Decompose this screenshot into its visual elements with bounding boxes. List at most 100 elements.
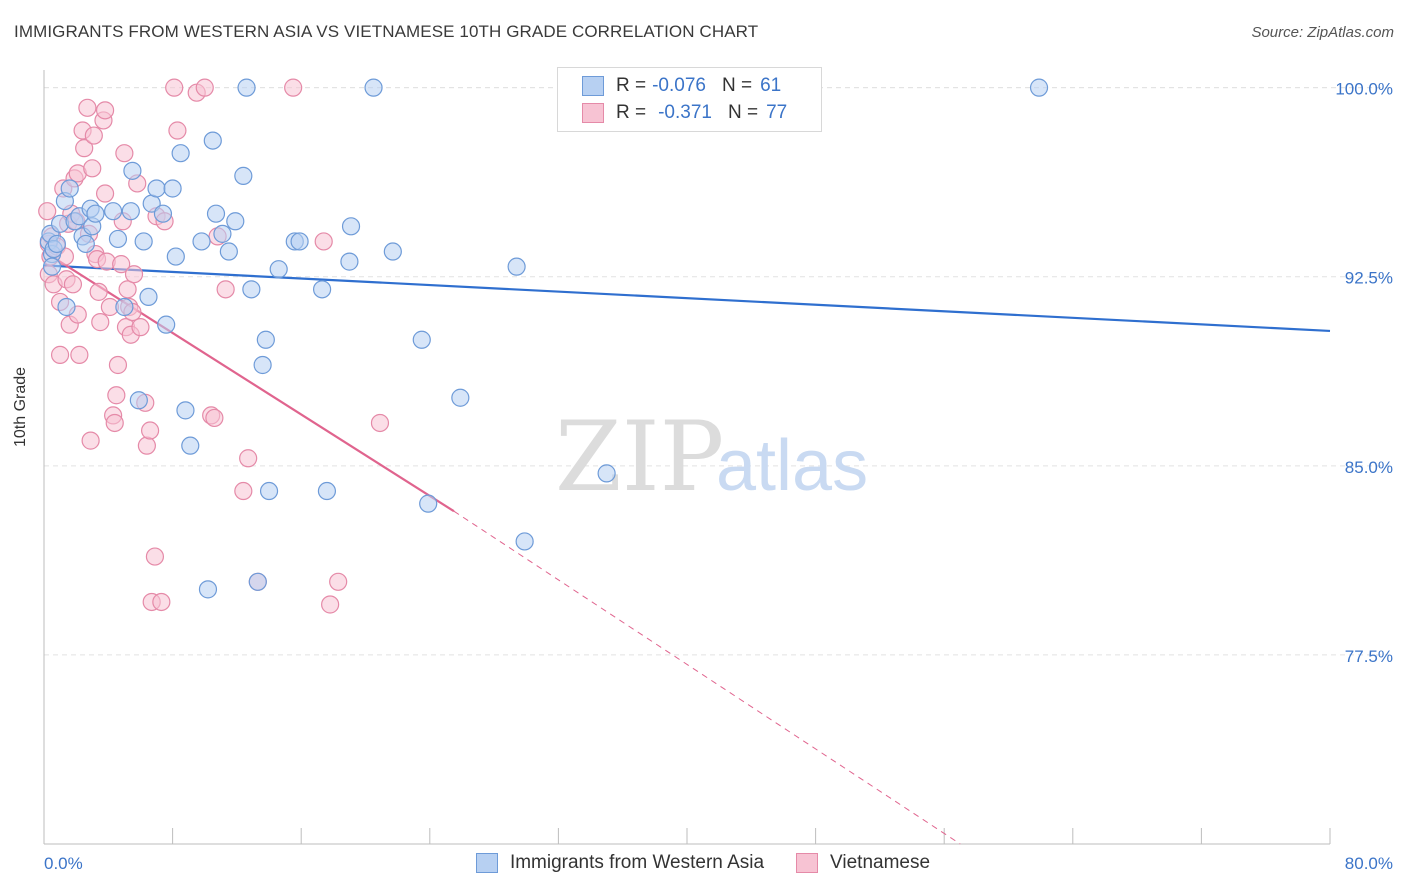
legend-swatch-western-asia [475, 853, 498, 873]
legend-n-label: N = [727, 102, 759, 123]
western-asia-point [383, 242, 402, 261]
western-asia-point [129, 391, 148, 410]
western-asia-point [115, 297, 134, 317]
western-asia-point [515, 532, 534, 551]
legend-swatch-pink [582, 103, 604, 123]
y-tick-label: 92.5% [1345, 269, 1393, 288]
vietnamese-point [216, 280, 235, 299]
trend-line-vietnamese-extrapolated [453, 510, 961, 845]
legend-swatch-vietnamese [796, 853, 819, 873]
legend-row-pink: R = -0.371 N = 77 [582, 101, 787, 125]
western-asia-point [139, 287, 158, 307]
watermark-zip: ZIP [555, 401, 724, 513]
western-asia-point [123, 161, 142, 180]
western-asia-point [171, 144, 190, 163]
legend-label-western-asia: Immigrants from Western Asia [509, 852, 765, 873]
western-asia-point [507, 257, 526, 276]
western-asia-point [60, 179, 79, 198]
western-asia-point [166, 247, 185, 266]
legend-n-label: N = [721, 75, 753, 96]
x-tick-label-max: 80.0% [1345, 854, 1393, 873]
western-asia-point [153, 204, 173, 223]
vietnamese-point [234, 481, 253, 501]
vietnamese-point [105, 413, 124, 433]
western-asia-point [157, 315, 176, 334]
legend-item-western-asia[interactable]: Immigrants from Western Asia [475, 852, 765, 874]
vietnamese-point [112, 255, 131, 274]
western-asia-point [242, 280, 261, 299]
vietnamese-point [108, 355, 128, 375]
legend-item-vietnamese[interactable]: Vietnamese [796, 852, 930, 874]
legend-r-label: R = [616, 75, 647, 96]
vietnamese-point [168, 121, 187, 140]
vietnamese-point [83, 159, 102, 178]
vietnamese-point [95, 184, 115, 203]
vietnamese-point [95, 101, 115, 120]
stats-legend: R = -0.076 N = 61 R = -0.371 N = 77 [557, 67, 822, 132]
western-asia-point [219, 242, 238, 261]
vietnamese-point [63, 275, 83, 294]
legend-row-blue: R = -0.076 N = 61 [582, 74, 781, 98]
western-asia-point [147, 179, 166, 198]
vietnamese-point [152, 592, 171, 612]
vietnamese-point [115, 144, 134, 163]
vietnamese-point [140, 421, 160, 440]
tick-labels: 77.5% 85.0% 92.5% 100.0% 0.0% 80.0% [44, 80, 1393, 873]
legend-n-pink: 77 [766, 102, 788, 123]
legend-swatch-blue [582, 76, 604, 96]
vietnamese-point [124, 265, 144, 284]
vietnamese-point [70, 345, 89, 364]
vietnamese-point [165, 78, 184, 97]
vietnamese-points [38, 78, 390, 614]
vietnamese-point [50, 345, 70, 364]
legend-r-pink: -0.371 [658, 102, 712, 123]
western-asia-point [597, 464, 616, 483]
western-asia-point [198, 580, 218, 599]
y-tick-label: 77.5% [1345, 647, 1393, 666]
western-asia-point [226, 212, 245, 231]
vietnamese-point [329, 572, 348, 591]
vietnamese-point [118, 280, 137, 299]
vietnamese-point [91, 313, 110, 332]
western-asia-point [213, 224, 232, 243]
western-asia-point [248, 572, 267, 591]
vietnamese-point [239, 449, 258, 468]
western-asia-point [341, 217, 361, 236]
western-asia-point [121, 202, 140, 221]
chart-title: IMMIGRANTS FROM WESTERN ASIA VS VIETNAME… [14, 22, 759, 41]
vietnamese-point [370, 413, 390, 433]
vietnamese-point [81, 431, 100, 450]
trend-line-western-asia [43, 264, 1331, 333]
western-asia-point [108, 229, 128, 249]
vietnamese-point [284, 78, 303, 97]
legend-r-blue: -0.076 [652, 75, 706, 96]
western-asia-point [256, 330, 275, 349]
western-asia-point [259, 481, 279, 501]
western-asia-point [176, 401, 195, 420]
western-asia-point [269, 260, 288, 279]
watermark: ZIP atlas [555, 401, 868, 513]
western-asia-points [39, 78, 1049, 599]
vietnamese-point [78, 98, 97, 117]
western-asia-point [317, 481, 337, 501]
western-asia-point [237, 78, 256, 97]
legend-r-label: R = [616, 102, 647, 123]
western-asia-point [181, 436, 200, 455]
vietnamese-point [137, 436, 156, 455]
x-tick-label-min: 0.0% [44, 854, 83, 873]
western-asia-point [253, 355, 272, 375]
vietnamese-point [75, 139, 94, 158]
legend-n-blue: 61 [760, 75, 782, 96]
western-asia-point [57, 297, 76, 317]
source-label: Source: ZipAtlas.com [1251, 24, 1394, 41]
western-asia-point [412, 330, 431, 349]
western-asia-point [206, 204, 226, 223]
vietnamese-point [205, 408, 224, 428]
western-asia-point [163, 179, 182, 198]
trend-line-vietnamese [43, 250, 455, 513]
western-asia-point [47, 234, 66, 254]
western-asia-point [451, 388, 470, 407]
y-tick-label: 100.0% [1335, 80, 1393, 99]
western-asia-point [234, 166, 253, 185]
